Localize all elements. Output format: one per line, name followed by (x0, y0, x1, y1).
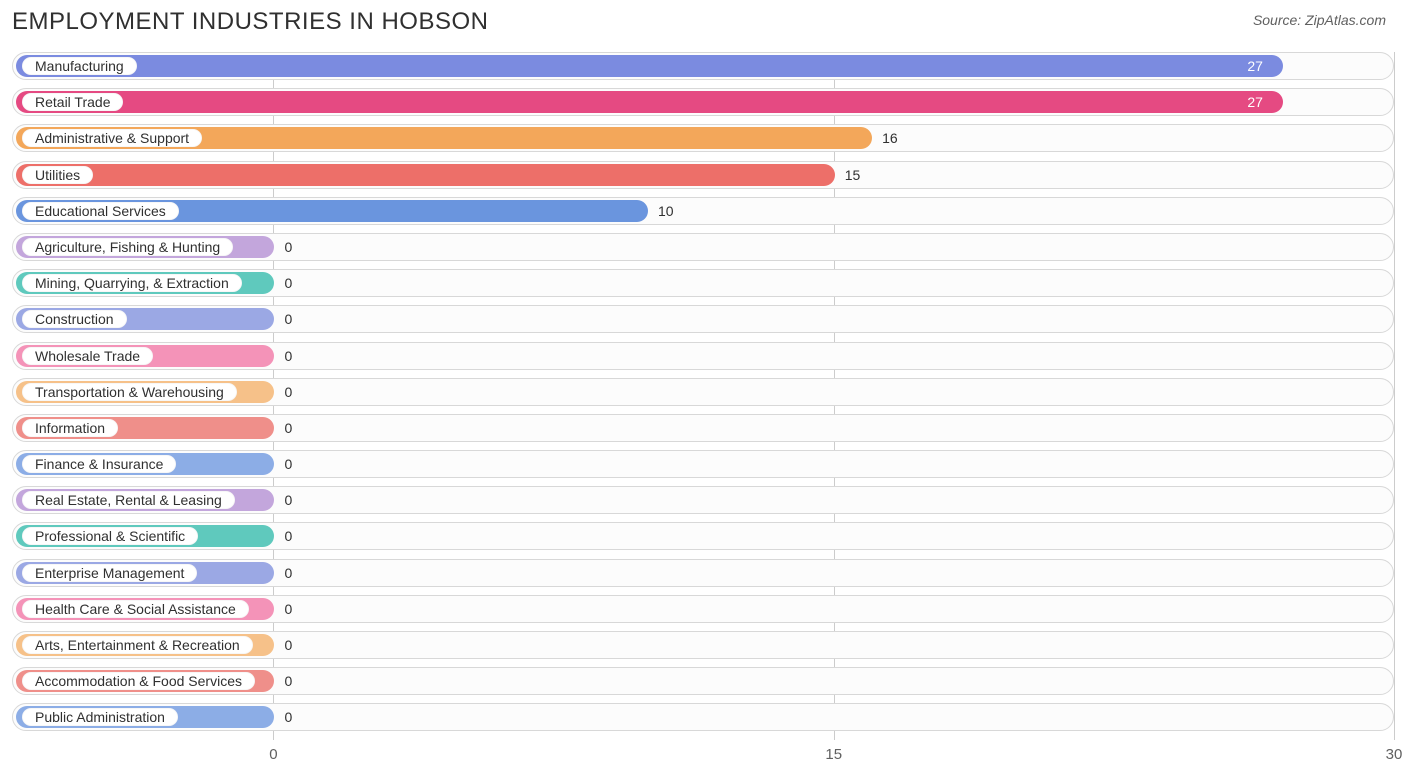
bar-label: Arts, Entertainment & Recreation (22, 636, 253, 654)
bar-row: Arts, Entertainment & Recreation 0 (12, 631, 1394, 659)
bar-row: Professional & Scientific 0 (12, 522, 1394, 550)
source-prefix: Source: (1253, 12, 1305, 28)
bar-label: Construction (22, 310, 127, 328)
bar-row: Construction 0 (12, 305, 1394, 333)
axis-tick: 30 (1386, 746, 1403, 763)
bar-value: 0 (284, 560, 292, 586)
bar-row: Retail Trade 27 (12, 88, 1394, 116)
bar-label: Public Administration (22, 708, 178, 726)
source-name: ZipAtlas.com (1305, 12, 1386, 28)
chart-title: EMPLOYMENT INDUSTRIES IN HOBSON (12, 8, 488, 36)
bar-label: Mining, Quarrying, & Extraction (22, 274, 242, 292)
bar-value: 27 (1247, 89, 1263, 115)
bar-value: 0 (284, 343, 292, 369)
bar-label: Agriculture, Fishing & Hunting (22, 238, 233, 256)
bar-label: Administrative & Support (22, 129, 202, 147)
bars-container: Manufacturing 27 Retail Trade 27 Administrat… (12, 52, 1394, 731)
bar-row: Public Administration 0 (12, 703, 1394, 731)
bar-value: 0 (284, 668, 292, 694)
bar-label: Health Care & Social Assistance (22, 600, 249, 618)
bar-value: 0 (284, 379, 292, 405)
bar-row: Wholesale Trade 0 (12, 342, 1394, 370)
bar-row: Administrative & Support 16 (12, 124, 1394, 152)
bar-fill (16, 55, 1283, 77)
bar-value: 0 (284, 234, 292, 260)
x-axis: 01530 (12, 740, 1394, 768)
bar-row: Transportation & Warehousing 0 (12, 378, 1394, 406)
bar-value: 16 (882, 125, 898, 151)
bar-row: Mining, Quarrying, & Extraction 0 (12, 269, 1394, 297)
bar-value: 10 (658, 198, 674, 224)
bar-label: Finance & Insurance (22, 455, 176, 473)
bar-value: 0 (284, 270, 292, 296)
bar-row: Agriculture, Fishing & Hunting 0 (12, 233, 1394, 261)
bar-label: Utilities (22, 166, 93, 184)
bar-row: Finance & Insurance 0 (12, 450, 1394, 478)
bar-label: Real Estate, Rental & Leasing (22, 491, 235, 509)
bar-value: 0 (284, 596, 292, 622)
bar-label: Retail Trade (22, 93, 123, 111)
bar-label: Educational Services (22, 202, 179, 220)
axis-tick: 15 (825, 746, 842, 763)
bar-row: Health Care & Social Assistance 0 (12, 595, 1394, 623)
axis-tick: 0 (269, 746, 277, 763)
bar-row: Accommodation & Food Services 0 (12, 667, 1394, 695)
bar-value: 0 (284, 306, 292, 332)
bar-value: 0 (284, 523, 292, 549)
bar-label: Accommodation & Food Services (22, 672, 255, 690)
bar-row: Educational Services 10 (12, 197, 1394, 225)
bar-value: 0 (284, 487, 292, 513)
bar-label: Manufacturing (22, 57, 137, 75)
bar-label: Information (22, 419, 118, 437)
bar-row: Manufacturing 27 (12, 52, 1394, 80)
bar-label: Professional & Scientific (22, 527, 198, 545)
bar-label: Transportation & Warehousing (22, 383, 237, 401)
bar-row: Real Estate, Rental & Leasing 0 (12, 486, 1394, 514)
chart-area: Manufacturing 27 Retail Trade 27 Administrat… (0, 46, 1406, 768)
bar-fill (16, 164, 835, 186)
bar-value: 0 (284, 704, 292, 730)
bar-value: 15 (845, 162, 861, 188)
bar-label: Wholesale Trade (22, 347, 153, 365)
chart-source: Source: ZipAtlas.com (1253, 8, 1386, 28)
grid-line (1394, 52, 1395, 740)
bar-label: Enterprise Management (22, 564, 197, 582)
bar-row: Utilities 15 (12, 161, 1394, 189)
bar-fill (16, 91, 1283, 113)
bar-value: 0 (284, 632, 292, 658)
chart-header: EMPLOYMENT INDUSTRIES IN HOBSON Source: … (0, 0, 1406, 46)
bar-value: 0 (284, 451, 292, 477)
bar-value: 0 (284, 415, 292, 441)
bar-row: Information 0 (12, 414, 1394, 442)
bar-row: Enterprise Management 0 (12, 559, 1394, 587)
bar-value: 27 (1247, 53, 1263, 79)
